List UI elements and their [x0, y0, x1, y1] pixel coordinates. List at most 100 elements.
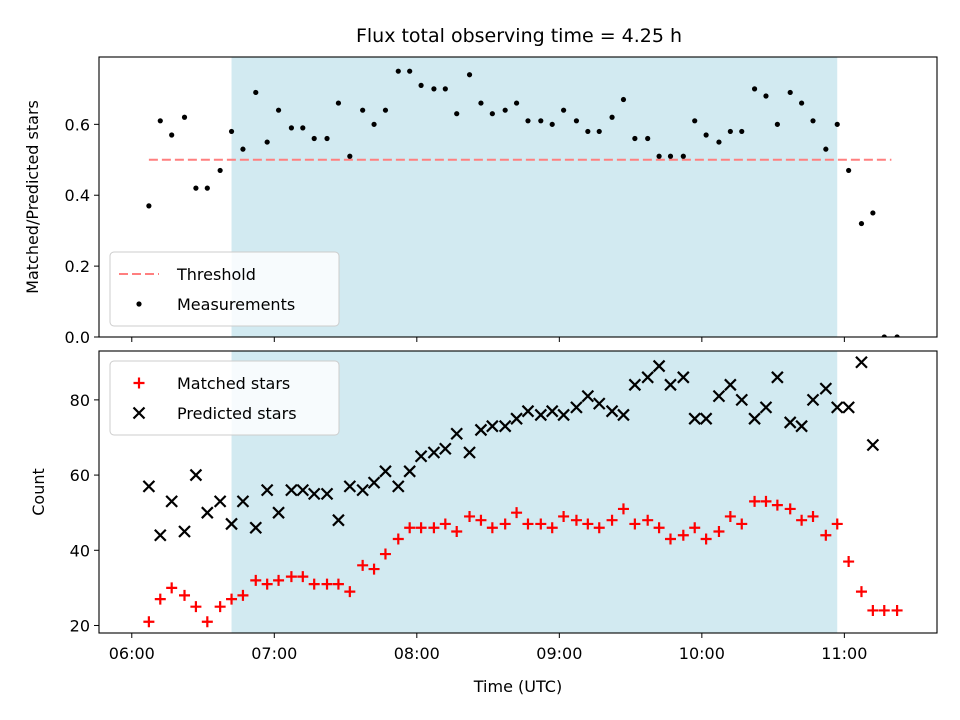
data-point	[881, 334, 887, 337]
data-point	[169, 132, 175, 138]
data-point	[759, 401, 773, 414]
data-point	[439, 518, 451, 530]
data-point	[307, 487, 321, 501]
data-point	[843, 556, 855, 568]
data-point	[344, 586, 356, 598]
data-point	[450, 427, 463, 440]
data-point	[320, 487, 334, 501]
data-point	[213, 495, 227, 508]
data-point	[368, 563, 380, 575]
data-point	[632, 135, 638, 142]
data-point	[628, 378, 642, 392]
data-point	[810, 118, 816, 124]
axes-frame	[98, 350, 938, 634]
data-point	[418, 82, 424, 88]
data-point	[538, 118, 544, 124]
data-point	[570, 514, 582, 526]
data-point	[596, 128, 602, 135]
legend-box	[109, 251, 340, 327]
data-point	[699, 412, 713, 425]
data-point	[324, 135, 330, 142]
data-point	[193, 185, 199, 191]
data-point	[664, 533, 676, 545]
data-point	[724, 378, 737, 392]
data-point	[894, 334, 900, 337]
x-tick-label: 08:00	[394, 644, 440, 663]
legend-swatch	[132, 406, 146, 420]
data-point	[260, 483, 274, 497]
x-tick-label: 07:00	[251, 644, 297, 663]
data-point	[431, 86, 437, 92]
y-tick-label: 0.4	[65, 186, 90, 205]
data-point	[300, 125, 306, 131]
data-point	[558, 510, 570, 522]
data-point	[489, 111, 495, 117]
data-point	[866, 438, 880, 452]
y-tick-label: 0.2	[65, 257, 90, 276]
legend: Matched stars Predicted stars	[109, 360, 340, 436]
data-point	[371, 121, 377, 127]
data-point	[439, 442, 452, 456]
legend-swatch	[136, 301, 142, 307]
data-point	[831, 518, 843, 530]
data-point	[478, 100, 484, 106]
y-tick-label: 60	[70, 466, 90, 485]
data-point	[498, 419, 512, 433]
data-point	[592, 397, 606, 410]
data-point	[486, 419, 499, 433]
data-point	[308, 578, 320, 590]
y-tick-label: 80	[70, 391, 90, 410]
data-point	[609, 114, 615, 120]
data-point	[253, 89, 259, 96]
data-point	[806, 393, 820, 407]
data-point	[617, 503, 629, 515]
data-point	[522, 518, 534, 530]
data-point	[561, 107, 567, 113]
data-point	[617, 408, 630, 422]
data-point	[667, 153, 674, 159]
data-point	[407, 68, 413, 74]
legend-label: Threshold	[176, 265, 256, 284]
data-point	[820, 529, 832, 541]
legend-label: Predicted stars	[177, 404, 297, 423]
data-point	[272, 506, 285, 519]
data-point	[795, 419, 808, 433]
data-point	[748, 412, 761, 425]
data-point	[846, 167, 852, 174]
data-point	[689, 522, 701, 534]
data-point	[692, 118, 698, 124]
data-point	[834, 121, 840, 127]
data-point	[442, 86, 448, 92]
data-point	[427, 446, 441, 459]
data-point	[502, 107, 508, 113]
y-tick-label: 0.0	[65, 328, 90, 347]
data-point	[451, 525, 463, 537]
plot-area	[146, 68, 900, 337]
data-point	[178, 525, 191, 538]
data-point	[593, 522, 605, 534]
data-point	[463, 446, 476, 459]
data-point	[620, 96, 627, 103]
data-point	[585, 128, 591, 135]
chart-title: Flux total observing time = 4.25 h	[356, 25, 682, 47]
data-point	[217, 167, 223, 174]
data-point	[534, 408, 548, 422]
data-point	[321, 578, 333, 590]
data-point	[713, 525, 725, 537]
data-point	[165, 495, 178, 508]
data-point	[656, 153, 662, 159]
data-point	[573, 118, 580, 124]
data-point	[356, 483, 369, 497]
data-point	[311, 135, 317, 142]
data-point	[297, 571, 309, 583]
data-point	[830, 401, 844, 414]
data-point	[823, 146, 829, 152]
y-axis-label: Matched/Predicted stars	[23, 100, 42, 294]
data-point	[510, 412, 523, 425]
x-axis-label: Time (UTC)	[473, 677, 562, 696]
data-point	[688, 412, 701, 425]
data-point	[360, 107, 366, 113]
data-point	[664, 378, 677, 392]
data-point	[404, 522, 416, 534]
